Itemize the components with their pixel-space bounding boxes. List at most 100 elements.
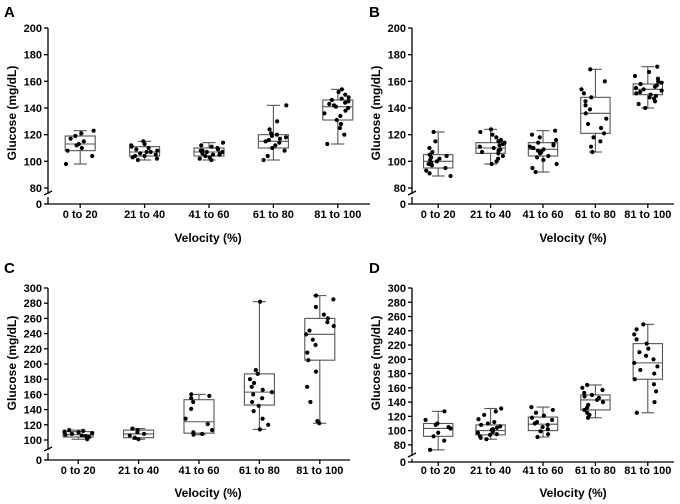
data-point	[498, 147, 503, 152]
data-point	[277, 136, 283, 141]
data-point	[338, 121, 344, 127]
data-point	[343, 92, 348, 97]
data-point	[444, 153, 449, 159]
axis-break-mark	[407, 452, 417, 458]
data-point	[266, 422, 271, 427]
x-tick-label: 81 to 100	[296, 465, 343, 477]
data-point	[136, 437, 141, 442]
data-point	[310, 337, 315, 342]
axis-break-mark	[407, 190, 417, 196]
box	[304, 317, 336, 361]
data-point	[604, 116, 609, 121]
y-tick-label: 120	[24, 130, 42, 142]
data-point	[530, 165, 535, 171]
data-point	[325, 316, 330, 321]
data-point	[535, 148, 541, 153]
y-tick-label: 200	[24, 359, 42, 371]
x-tick-label: 41 to 60	[523, 209, 564, 221]
data-point	[638, 81, 643, 87]
data-point	[488, 127, 494, 132]
data-point	[325, 320, 330, 325]
data-point	[498, 424, 503, 429]
data-point	[600, 387, 605, 393]
data-point	[443, 165, 448, 171]
data-point	[199, 143, 204, 148]
data-point	[596, 395, 602, 400]
x-tick-label: 21 to 40	[118, 465, 159, 477]
data-point	[490, 132, 495, 137]
data-point	[533, 410, 539, 415]
data-point	[492, 419, 497, 425]
data-point	[502, 140, 507, 145]
data-point	[339, 87, 344, 92]
data-point	[67, 428, 72, 433]
data-point	[325, 141, 330, 147]
data-point	[267, 127, 272, 132]
data-point	[431, 434, 436, 439]
data-point	[427, 447, 433, 452]
data-point	[343, 100, 348, 105]
data-point	[339, 96, 344, 101]
data-point	[633, 85, 639, 91]
y-tick-label: 0	[36, 455, 42, 467]
data-point	[346, 99, 351, 104]
y-tick-label: 140	[24, 103, 42, 115]
data-point	[197, 156, 202, 161]
data-point	[434, 159, 439, 164]
data-point	[598, 125, 604, 131]
data-point	[331, 297, 336, 302]
x-tick-label: 0 to 20	[61, 465, 96, 477]
data-point	[427, 152, 432, 157]
data-point	[200, 431, 205, 437]
y-tick-label: 100	[24, 156, 42, 168]
data-point	[146, 145, 151, 151]
data-point	[478, 422, 484, 428]
data-point	[313, 342, 318, 348]
data-point	[191, 399, 196, 405]
data-point	[313, 293, 319, 298]
data-point	[91, 128, 96, 133]
data-point	[331, 103, 337, 108]
data-point	[189, 392, 194, 397]
x-tick-label: 61 to 80	[239, 465, 280, 477]
data-point	[334, 117, 339, 123]
data-point	[327, 101, 332, 107]
data-point	[424, 168, 429, 173]
data-point	[65, 148, 70, 153]
data-point	[129, 143, 134, 148]
data-point	[546, 432, 551, 437]
data-point	[446, 424, 451, 430]
data-point	[431, 129, 436, 135]
data-point	[579, 87, 584, 92]
y-tick-label: 160	[388, 383, 406, 395]
data-point	[652, 399, 657, 405]
data-point	[644, 341, 649, 346]
x-tick-label: 21 to 40	[124, 209, 165, 221]
x-tick-label: 61 to 80	[253, 209, 294, 221]
data-point	[646, 69, 652, 75]
data-point	[138, 151, 143, 156]
axis-break-mark	[43, 190, 53, 196]
data-point	[491, 145, 496, 151]
data-point	[535, 434, 540, 440]
data-point	[336, 89, 341, 95]
data-point	[585, 382, 590, 388]
x-tick-label: 41 to 60	[523, 465, 564, 477]
x-tick-label: 0 to 20	[421, 209, 456, 221]
data-point	[189, 396, 194, 401]
x-axis-label-d: Velocity (%)	[539, 486, 606, 500]
y-tick-label: 140	[388, 103, 406, 115]
data-point	[305, 350, 310, 355]
x-axis-label-a: Velocity (%)	[174, 231, 241, 245]
data-point	[529, 404, 534, 410]
data-point	[346, 95, 351, 100]
data-point	[135, 428, 140, 433]
data-point	[255, 371, 260, 376]
x-axis-label-b: Velocity (%)	[539, 231, 606, 245]
data-point	[546, 153, 551, 159]
x-tick-label: 81 to 100	[624, 209, 671, 221]
axis-break-mark	[43, 446, 53, 452]
data-point	[529, 132, 535, 137]
panel-letter-b: B	[369, 4, 380, 21]
